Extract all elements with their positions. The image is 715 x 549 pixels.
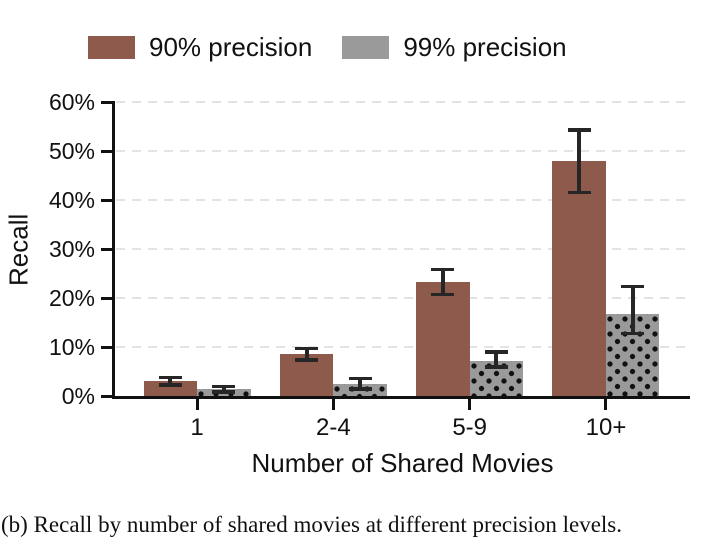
legend-swatch-90-precision xyxy=(88,35,135,59)
y-tick-label-10: 10% xyxy=(48,334,95,360)
error-bar-5-9-s1 xyxy=(494,351,499,368)
x-tick-10+ xyxy=(604,399,608,410)
error-cap-bottom-2-4-s0 xyxy=(295,358,319,362)
error-bar-10+-s1 xyxy=(630,286,635,334)
error-cap-top-1-s0 xyxy=(158,375,182,380)
y-tick-label-50: 50% xyxy=(48,138,95,164)
legend: 90% precision 99% precision xyxy=(88,33,567,61)
y-tick-label-20: 20% xyxy=(48,285,95,311)
gridline-30 xyxy=(116,247,690,251)
y-axis-title: Recall xyxy=(3,213,34,287)
error-cap-bottom-10+-s0 xyxy=(567,190,591,195)
legend-swatch-99-precision xyxy=(342,35,390,59)
x-tick-2-4 xyxy=(331,399,335,410)
error-cap-top-10+-s1 xyxy=(621,284,645,288)
y-tick-label-30: 30% xyxy=(48,236,95,262)
error-cap-bottom-2-4-s1 xyxy=(348,387,372,391)
y-axis-spine xyxy=(112,101,115,399)
y-tick-40 xyxy=(101,198,112,202)
error-bar-10+-s0 xyxy=(577,129,582,193)
y-tick-label-0: 0% xyxy=(61,383,95,409)
error-cap-bottom-10+-s1 xyxy=(621,331,645,336)
gridline-60 xyxy=(116,100,690,104)
error-cap-top-2-4-s1 xyxy=(348,376,372,381)
legend-item-90-precision: 90% precision xyxy=(88,33,312,61)
gridline-20 xyxy=(116,296,690,300)
x-axis-title: Number of Shared Movies xyxy=(251,448,554,478)
gridline-10 xyxy=(116,345,690,349)
x-tick-5-9 xyxy=(468,399,472,410)
error-bar-5-9-s0 xyxy=(440,269,445,295)
error-bar-1-s1 xyxy=(221,386,226,393)
y-tick-0 xyxy=(101,394,112,398)
error-bar-2-4-s1 xyxy=(358,378,363,390)
error-cap-top-10+-s0 xyxy=(567,128,591,132)
x-tick-1 xyxy=(195,399,199,410)
y-tick-30 xyxy=(101,247,112,251)
legend-item-99-precision: 99% precision xyxy=(342,32,567,62)
error-cap-top-5-9-s1 xyxy=(484,350,508,354)
x-axis-spine xyxy=(112,396,690,399)
error-cap-top-2-4-s0 xyxy=(295,346,319,351)
x-tick-label-10+: 10+ xyxy=(585,414,627,441)
y-tick-label-60: 60% xyxy=(48,89,95,115)
error-cap-bottom-1-s0 xyxy=(158,383,182,387)
error-bar-1-s0 xyxy=(168,377,173,386)
plot-area: 0% 10% 20% 30% 40% 50% 60% 1 2-4 5-9 10+ xyxy=(49,89,690,441)
bar-90-precision-10+ xyxy=(552,160,606,396)
y-tick-label-40: 40% xyxy=(48,187,95,213)
y-tick-60 xyxy=(101,100,112,104)
error-bar-2-4-s0 xyxy=(304,348,309,360)
y-tick-50 xyxy=(101,149,112,153)
error-cap-bottom-5-9-s1 xyxy=(484,365,508,369)
figure-caption: (b) Recall by number of shared movies at… xyxy=(1,512,623,537)
legend-label-90-precision: 90% precision xyxy=(149,32,313,62)
error-cap-bottom-5-9-s0 xyxy=(431,292,455,297)
error-cap-bottom-1-s1 xyxy=(212,390,236,394)
x-tick-label-5-9: 5-9 xyxy=(452,414,487,441)
bar-90-precision-1 xyxy=(143,380,197,396)
error-cap-top-1-s1 xyxy=(212,384,236,389)
gridline-50 xyxy=(116,149,690,153)
x-tick-label-1: 1 xyxy=(190,414,204,441)
y-tick-20 xyxy=(101,296,112,300)
bar-90-precision-5-9 xyxy=(416,281,470,396)
y-tick-10 xyxy=(101,345,112,349)
gridline-40 xyxy=(116,198,690,202)
legend-label-99-precision: 99% precision xyxy=(403,32,567,62)
x-tick-label-2-4: 2-4 xyxy=(315,414,351,441)
error-cap-top-5-9-s0 xyxy=(431,267,455,272)
